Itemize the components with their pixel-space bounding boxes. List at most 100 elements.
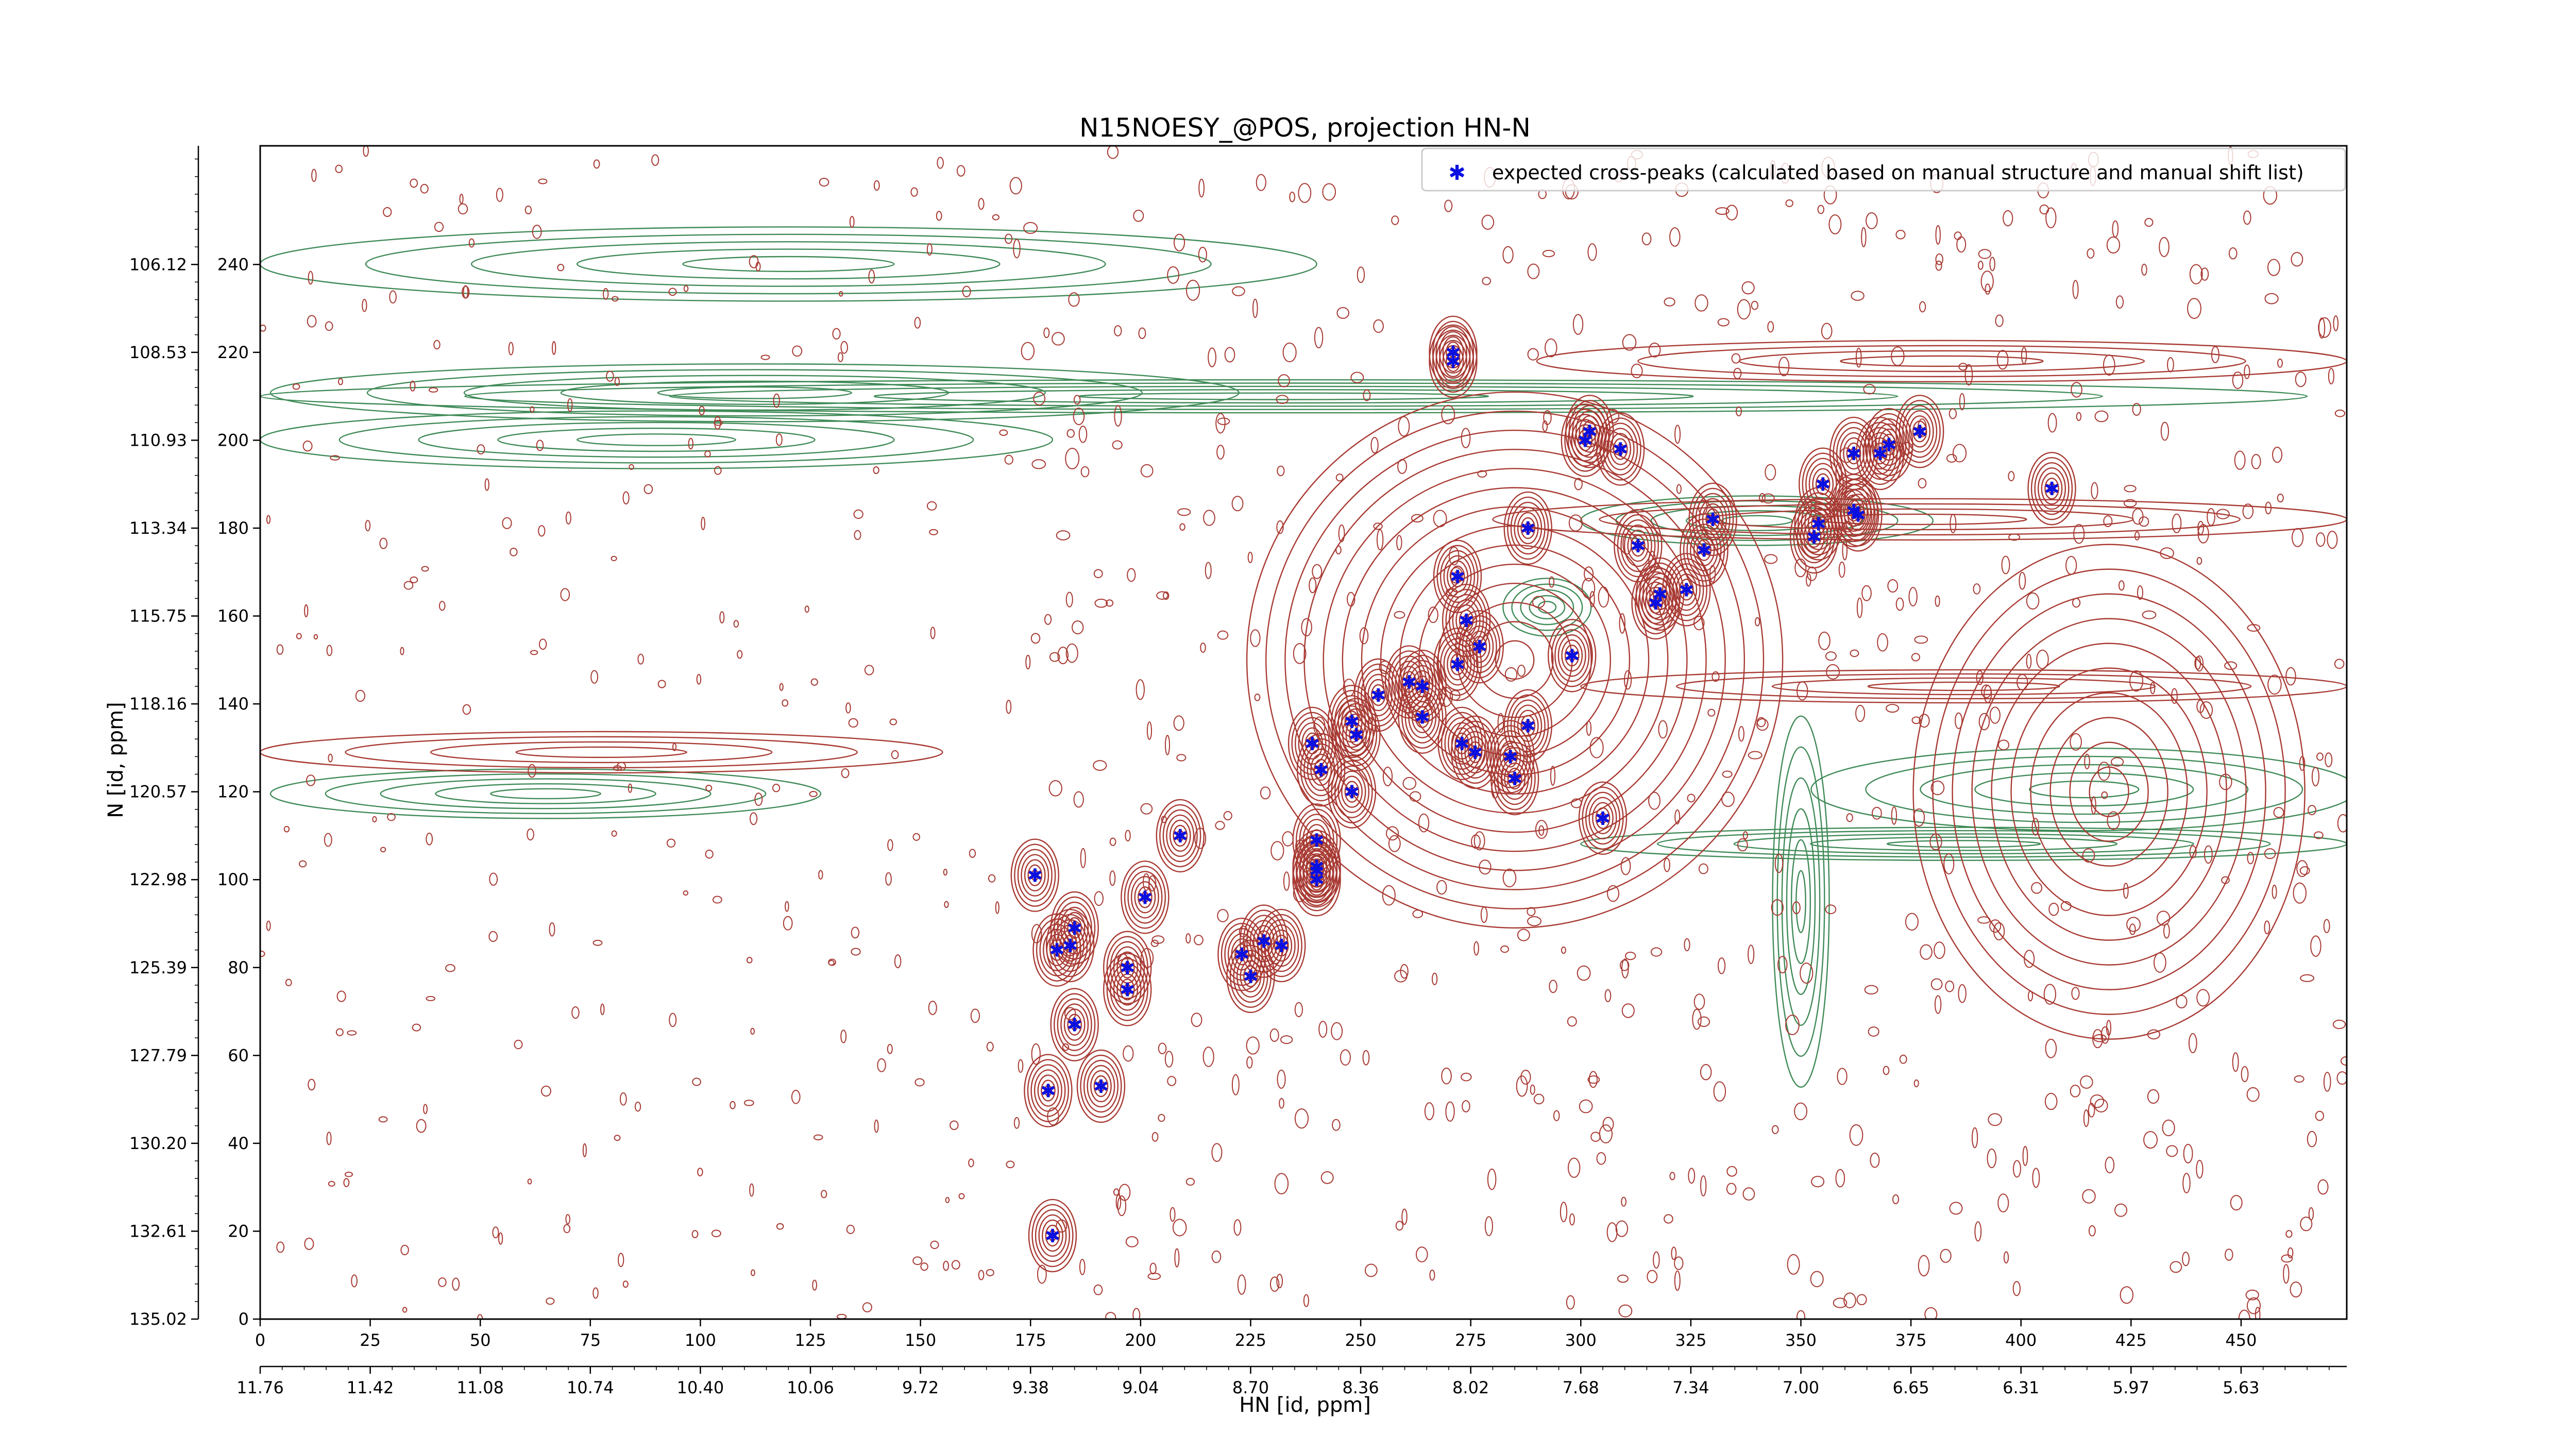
x-ppm-tick-label: 11.42	[347, 1378, 394, 1397]
peak-marker: ✱	[1564, 646, 1580, 667]
x-ppm-tick-label: 8.36	[1342, 1378, 1379, 1397]
peak-contour	[1327, 684, 1377, 758]
x-index-tick-label: 250	[1345, 1330, 1377, 1350]
noise-streak-contour	[1580, 669, 2347, 704]
y-ppm-tick-label: 120.57	[129, 782, 187, 802]
peak-marker: ✱	[1912, 421, 1927, 443]
peak-marker: ✱	[1370, 685, 1386, 706]
peak-contour	[1156, 799, 1205, 873]
x-index-tick-label: 175	[1015, 1330, 1046, 1350]
x-index-tick-label: 300	[1565, 1330, 1597, 1350]
peak-contour	[1486, 720, 1535, 794]
peak-marker: ✱	[1243, 967, 1258, 988]
peak-marker: ✱	[1811, 514, 1826, 535]
y-index-tick-label: 60	[228, 1045, 249, 1065]
peak-contour	[1028, 1199, 1077, 1273]
peak-marker: ✱	[1502, 747, 1518, 768]
peak-contour	[1829, 474, 1878, 548]
peak-marker: ✱	[1467, 743, 1483, 764]
peak-marker: ✱	[1344, 782, 1360, 803]
noise-streak-contour	[269, 768, 822, 819]
peak-contour	[1437, 706, 1486, 781]
y-index-tick-label: 240	[217, 255, 249, 274]
peak-marker: ✱	[1846, 501, 1861, 522]
y-index-tick-label: 220	[217, 343, 249, 362]
peak-marker: ✱	[1415, 707, 1430, 729]
legend-marker-icon: ✱	[1448, 161, 1466, 185]
y-ppm-tick-label: 127.79	[129, 1045, 187, 1065]
peak-marker: ✱	[1067, 918, 1082, 939]
x-ppm-tick-label: 11.08	[456, 1378, 504, 1397]
peak-marker: ✱	[2044, 479, 2059, 500]
x-ppm-tick-label: 5.63	[2223, 1378, 2259, 1397]
peak-marker: ✱	[1067, 1015, 1082, 1036]
y-ppm-tick-label: 113.34	[129, 518, 187, 538]
peak-marker: ✱	[1313, 760, 1329, 781]
x-ppm-tick-label: 6.65	[1892, 1378, 1929, 1397]
peak-marker: ✱	[1881, 435, 1896, 456]
peak-contour	[1257, 908, 1306, 983]
peak-marker-layer: ✱✱ ✱✱✱✱✱✱✱✱✱✱✱✱✱ ✱✱✱✱✱✱✱ ✱✱✱✱ ✱✱✱✱✱✱✱✱✱✱✱✱✱✱…	[1027, 343, 2060, 1247]
peak-marker: ✱	[1309, 861, 1325, 882]
x-index-tick-label: 100	[685, 1330, 716, 1350]
noise-streak-contour	[1536, 340, 2347, 383]
x-ppm-axis: 11.76 11.42 11.08 10.74 10.40 10.06 9.72 9.38 9.…	[236, 1365, 2347, 1397]
y-index-tick-label: 200	[217, 430, 249, 450]
y-index-tick-label: 120	[217, 782, 249, 802]
peak-marker: ✱	[1507, 769, 1522, 790]
peak-contour	[1433, 539, 1482, 613]
peak-marker: ✱	[1648, 593, 1663, 614]
peak-marker: ✱	[1401, 672, 1417, 693]
legend-entry-label: expected cross-peaks (calculated based o…	[1492, 161, 2304, 184]
legend-box	[1421, 147, 2346, 192]
peak-contour	[1103, 931, 1152, 1004]
y-index-tick-label: 40	[228, 1134, 249, 1153]
peak-marker: ✱	[1630, 536, 1646, 557]
peak-contour	[1024, 1054, 1073, 1127]
axes-frame	[259, 145, 2348, 1320]
peak-contour	[1076, 1049, 1126, 1123]
y-index-tick-label: 140	[217, 694, 249, 714]
peak-marker: ✱	[1234, 944, 1249, 966]
peak-marker: ✱	[1049, 940, 1064, 961]
peak-contour	[1050, 988, 1099, 1061]
x-ppm-tick-label: 6.31	[2003, 1378, 2039, 1397]
peak-marker: ✱	[1120, 958, 1135, 979]
x-ppm-tick-label: 10.06	[787, 1378, 834, 1397]
peak-contour	[1578, 781, 1628, 855]
y-ppm-tick-label: 125.39	[129, 958, 187, 977]
x-ppm-tick-label: 7.34	[1672, 1378, 1709, 1397]
y-ppm-tick-label: 130.20	[129, 1134, 187, 1153]
peak-marker: ✱	[1472, 637, 1487, 658]
noise-streak-contour	[1502, 578, 1592, 637]
x-index-axis: 0 25 50 75 100 125 150 175 200 225 250 275 300 325 350…	[255, 1319, 2257, 1350]
peak-marker: ✱	[1348, 725, 1364, 746]
x-ppm-tick-label: 5.97	[2113, 1378, 2149, 1397]
peak-contour	[1662, 553, 1711, 627]
y-ppm-tick-label: 135.02	[129, 1309, 187, 1329]
y-ppm-tick-label: 115.75	[129, 606, 187, 626]
noise-streak-contour	[260, 731, 943, 774]
peak-contour	[1292, 830, 1341, 903]
peak-marker: ✱	[1696, 541, 1711, 562]
x-index-tick-label: 400	[2005, 1330, 2037, 1350]
peak-marker: ✱	[1595, 808, 1611, 830]
y-index-tick-label: 0	[239, 1309, 249, 1329]
x-index-tick-label: 75	[580, 1330, 601, 1350]
y-ppm-tick-label: 132.61	[129, 1221, 187, 1241]
peak-marker: ✱	[1309, 870, 1325, 891]
peak-marker: ✱	[1304, 734, 1320, 755]
peak-contour	[1327, 755, 1377, 829]
y-index-tick-label: 100	[217, 870, 249, 889]
peak-marker: ✱	[1415, 677, 1430, 698]
y-index-tick-label: 180	[217, 518, 249, 538]
peak-marker: ✱	[1815, 475, 1831, 496]
x-index-tick-label: 375	[1895, 1330, 1927, 1350]
dense-cluster-contour	[1912, 544, 2306, 1040]
y-ppm-tick-label: 108.53	[129, 343, 187, 362]
x-index-tick-label: 125	[794, 1330, 826, 1350]
noise-streak-contour	[260, 226, 1317, 302]
peak-marker: ✱	[1520, 518, 1536, 539]
